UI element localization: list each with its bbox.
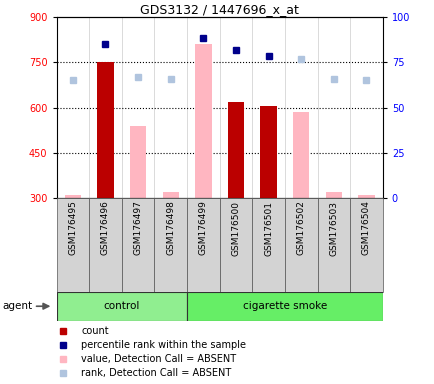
Text: GSM176497: GSM176497 (133, 200, 142, 255)
Bar (195, 45, 211, 198)
Bar (325, 192, 341, 198)
Text: GSM176503: GSM176503 (329, 200, 338, 256)
Bar (349, 198, 382, 292)
Text: GSM176499: GSM176499 (198, 200, 207, 255)
Bar (293, 112, 309, 198)
Text: control: control (103, 301, 140, 311)
Text: rank, Detection Call = ABSENT: rank, Detection Call = ABSENT (81, 368, 231, 378)
Bar (162, 192, 178, 198)
Bar (227, 101, 243, 198)
Bar (130, 126, 146, 198)
Text: percentile rank within the sample: percentile rank within the sample (81, 340, 246, 350)
Bar (317, 198, 349, 292)
Bar (65, 195, 81, 198)
Bar (187, 292, 382, 321)
Bar (260, 106, 276, 198)
Text: value, Detection Call = ABSENT: value, Detection Call = ABSENT (81, 354, 236, 364)
Bar (122, 198, 154, 292)
Bar (97, 63, 113, 198)
Text: cigarette smoke: cigarette smoke (242, 301, 326, 311)
Bar (187, 198, 219, 292)
Text: agent: agent (2, 301, 32, 311)
Bar (219, 198, 252, 292)
Bar (284, 198, 317, 292)
Text: GSM176498: GSM176498 (166, 200, 175, 255)
Bar (56, 292, 187, 321)
Bar (252, 198, 284, 292)
Bar (154, 198, 187, 292)
Bar (89, 198, 122, 292)
Bar (358, 195, 374, 198)
Text: GSM176501: GSM176501 (263, 200, 273, 256)
Title: GDS3132 / 1447696_x_at: GDS3132 / 1447696_x_at (140, 3, 299, 16)
Text: GSM176502: GSM176502 (296, 200, 305, 255)
Bar (56, 198, 89, 292)
Text: GSM176496: GSM176496 (101, 200, 110, 255)
Text: GSM176500: GSM176500 (231, 200, 240, 256)
Text: count: count (81, 326, 108, 336)
Text: GSM176504: GSM176504 (361, 200, 370, 255)
Text: GSM176495: GSM176495 (68, 200, 77, 255)
